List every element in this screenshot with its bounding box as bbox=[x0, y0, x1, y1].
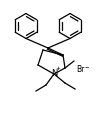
Text: N: N bbox=[51, 69, 57, 78]
Text: −: − bbox=[84, 65, 89, 70]
Text: Br: Br bbox=[76, 65, 84, 74]
Text: +: + bbox=[56, 67, 60, 72]
